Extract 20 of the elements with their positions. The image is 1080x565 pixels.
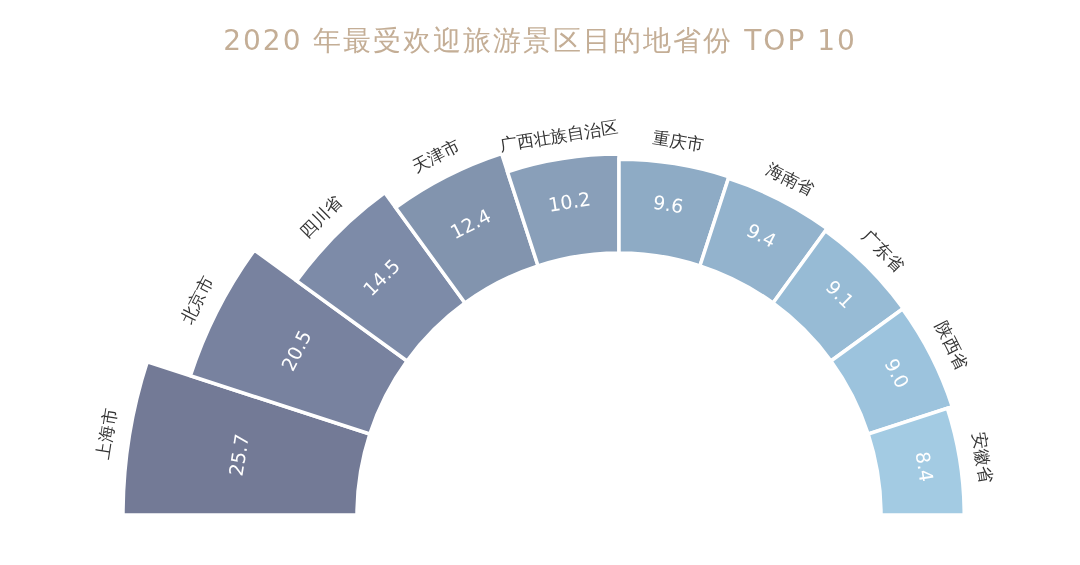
category-label: 海南省: [762, 158, 818, 200]
category-label: 上海市: [92, 407, 121, 461]
category-label: 安徽省: [968, 430, 997, 485]
data-label: 9.0: [880, 354, 914, 392]
data-label: 25.7: [224, 432, 253, 478]
category-label: 天津市: [408, 135, 464, 177]
data-label: 9.6: [651, 190, 685, 218]
category-label: 重庆市: [651, 127, 705, 155]
data-label: 9.1: [821, 275, 859, 313]
category-label: 陕西省: [931, 318, 973, 373]
category-label: 北京市: [176, 272, 218, 328]
data-label: 12.4: [446, 204, 495, 244]
data-label: 9.4: [743, 218, 780, 252]
text: 2020 年最受欢迎旅游景区目的地省份 TOP 10: [223, 24, 857, 57]
data-label: 20.5: [276, 326, 316, 375]
category-label: 广西壮族自治区: [498, 116, 620, 156]
category-label: 广东省: [858, 225, 909, 276]
data-label: 10.2: [546, 187, 592, 216]
data-label: 8.4: [911, 449, 939, 484]
category-label: 四川省: [295, 191, 347, 243]
